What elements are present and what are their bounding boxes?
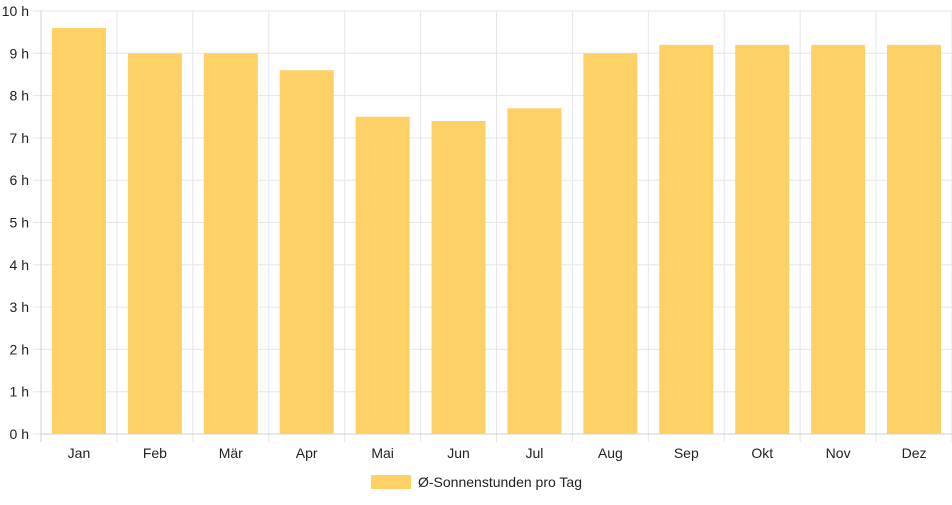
bar-mär[interactable]: [203, 53, 258, 435]
x-tick-label: Dez: [902, 445, 927, 461]
y-axis: 0 h 1 h 2 h 3 h 4 h 5 h 6 h 7 h 8 h 9 h 10 h: [2, 3, 29, 442]
y-tick-label: 2 h: [10, 341, 29, 357]
bar-mai[interactable]: [355, 116, 410, 434]
legend[interactable]: Ø-Sonnenstunden pro Tag: [371, 474, 582, 490]
x-tick-label: Aug: [598, 445, 623, 461]
legend-swatch: [371, 475, 411, 489]
bar-aug[interactable]: [583, 53, 638, 435]
y-tick-label: 10 h: [2, 3, 29, 19]
bar-feb[interactable]: [127, 53, 182, 435]
y-tick-label: 7 h: [10, 130, 29, 146]
y-tick-label: 9 h: [10, 45, 29, 61]
grid: [33, 10, 952, 442]
y-tick-label: 4 h: [10, 257, 29, 273]
x-tick-label: Jan: [68, 445, 91, 461]
bar-nov[interactable]: [811, 44, 866, 435]
x-tick-label: Sep: [674, 445, 699, 461]
y-tick-label: 0 h: [10, 426, 29, 442]
y-tick-label: 3 h: [10, 299, 29, 315]
x-tick-label: Mai: [371, 445, 394, 461]
x-tick-label: Mär: [219, 445, 243, 461]
bar-jan[interactable]: [51, 27, 106, 434]
legend-label: Ø-Sonnenstunden pro Tag: [418, 474, 582, 490]
y-tick-label: 1 h: [10, 384, 29, 400]
bar-dez[interactable]: [887, 44, 942, 435]
x-axis: Jan Feb Mär Apr Mai Jun Jul Aug Sep Okt Nov Dez: [68, 445, 927, 461]
x-tick-label: Okt: [751, 445, 773, 461]
x-tick-label: Nov: [826, 445, 851, 461]
y-tick-label: 5 h: [10, 215, 29, 231]
bars: [51, 27, 942, 435]
bar-sep[interactable]: [659, 44, 714, 435]
y-tick-label: 6 h: [10, 172, 29, 188]
y-tick-label: 8 h: [10, 88, 29, 104]
bar-apr[interactable]: [279, 70, 334, 434]
x-tick-label: Jun: [447, 445, 470, 461]
bar-jul[interactable]: [507, 108, 562, 434]
x-tick-label: Jul: [526, 445, 544, 461]
x-tick-label: Apr: [296, 445, 318, 461]
bar-jun[interactable]: [431, 120, 486, 434]
bar-okt[interactable]: [735, 44, 790, 435]
x-tick-label: Feb: [143, 445, 167, 461]
